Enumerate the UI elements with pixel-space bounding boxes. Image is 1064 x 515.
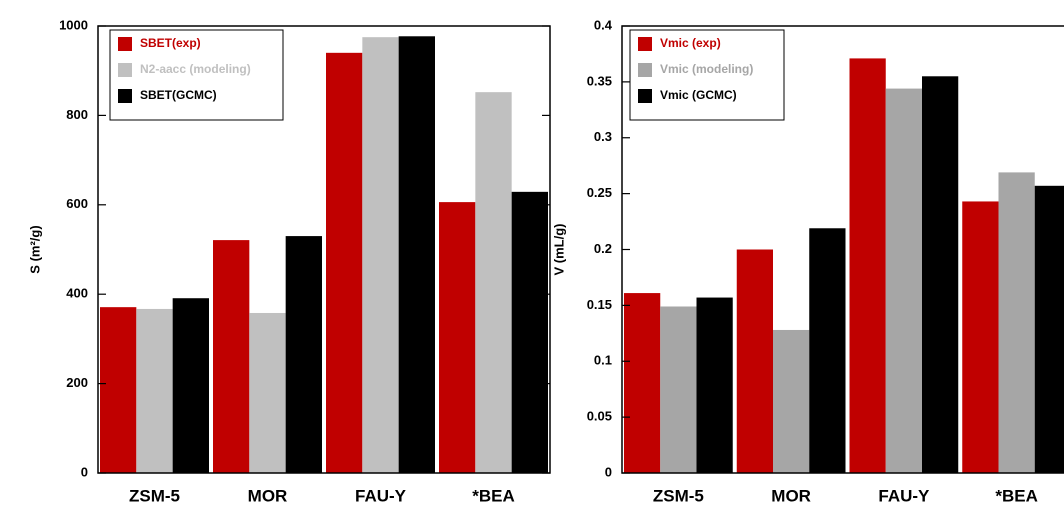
- bar: [885, 88, 922, 473]
- bar: [624, 293, 661, 473]
- bar: [962, 201, 999, 473]
- y-tick-label: 0.35: [587, 73, 612, 88]
- legend-box: [109, 29, 284, 121]
- bar: [809, 228, 846, 473]
- legend-label: SBET(GCMC): [140, 88, 217, 102]
- legend-swatch: [118, 63, 132, 77]
- x-tick-label: FAU-Y: [878, 486, 930, 505]
- bar: [922, 76, 959, 473]
- legend-swatch: [118, 37, 132, 51]
- y-tick-label: 600: [66, 196, 88, 211]
- y-tick-label: 0.05: [587, 409, 612, 424]
- bar: [439, 202, 476, 474]
- bar: [213, 240, 250, 473]
- legend-label: Vmic (GCMC): [660, 88, 737, 102]
- legend-swatch: [638, 37, 652, 51]
- legend-label: N2-aacc (modeling): [140, 62, 251, 76]
- legend-label: Vmic (exp): [660, 36, 721, 50]
- bar: [398, 36, 435, 473]
- y-tick-label: 1000: [59, 17, 88, 32]
- bar: [172, 298, 209, 473]
- legend-swatch: [638, 89, 652, 103]
- y-tick-label: 0.15: [587, 297, 612, 312]
- bar: [998, 172, 1035, 473]
- y-tick-label: 0.2: [594, 241, 612, 256]
- y-axis-label: V (mL/g): [551, 224, 566, 276]
- y-tick-label: 400: [66, 286, 88, 301]
- bar: [1034, 185, 1064, 474]
- x-tick-label: *BEA: [995, 486, 1038, 505]
- x-tick-label: ZSM-5: [129, 486, 180, 505]
- y-axis-label: S (m²/g): [27, 225, 42, 273]
- bar: [849, 58, 886, 473]
- bar: [285, 236, 322, 473]
- legend-swatch: [638, 63, 652, 77]
- y-tick-label: 0.3: [594, 129, 612, 144]
- y-tick-label: 0: [81, 464, 88, 479]
- x-tick-label: MOR: [771, 486, 811, 505]
- y-tick-label: 800: [66, 107, 88, 122]
- bar: [511, 191, 548, 473]
- plot-frame: [97, 25, 551, 474]
- y-tick-label: 0: [605, 464, 612, 479]
- bar: [362, 37, 399, 474]
- y-tick-label: 0.4: [594, 17, 613, 32]
- y-tick-label: 0.1: [594, 353, 612, 368]
- bar: [696, 297, 733, 473]
- legend-label: SBET(exp): [140, 36, 201, 50]
- bar: [736, 249, 773, 473]
- x-tick-label: ZSM-5: [653, 486, 704, 505]
- bar: [475, 92, 512, 473]
- bar: [326, 52, 363, 473]
- legend-box: [629, 29, 785, 121]
- y-tick-label: 0.25: [587, 185, 612, 200]
- legend-label: Vmic (modeling): [660, 62, 753, 76]
- bar: [249, 312, 286, 473]
- bar: [660, 306, 697, 473]
- x-tick-label: *BEA: [472, 486, 515, 505]
- bar: [136, 308, 173, 473]
- bar: [773, 329, 810, 473]
- x-tick-label: FAU-Y: [355, 486, 407, 505]
- bar: [100, 307, 137, 473]
- legend-swatch: [118, 89, 132, 103]
- x-tick-label: MOR: [248, 486, 288, 505]
- y-tick-label: 200: [66, 375, 88, 390]
